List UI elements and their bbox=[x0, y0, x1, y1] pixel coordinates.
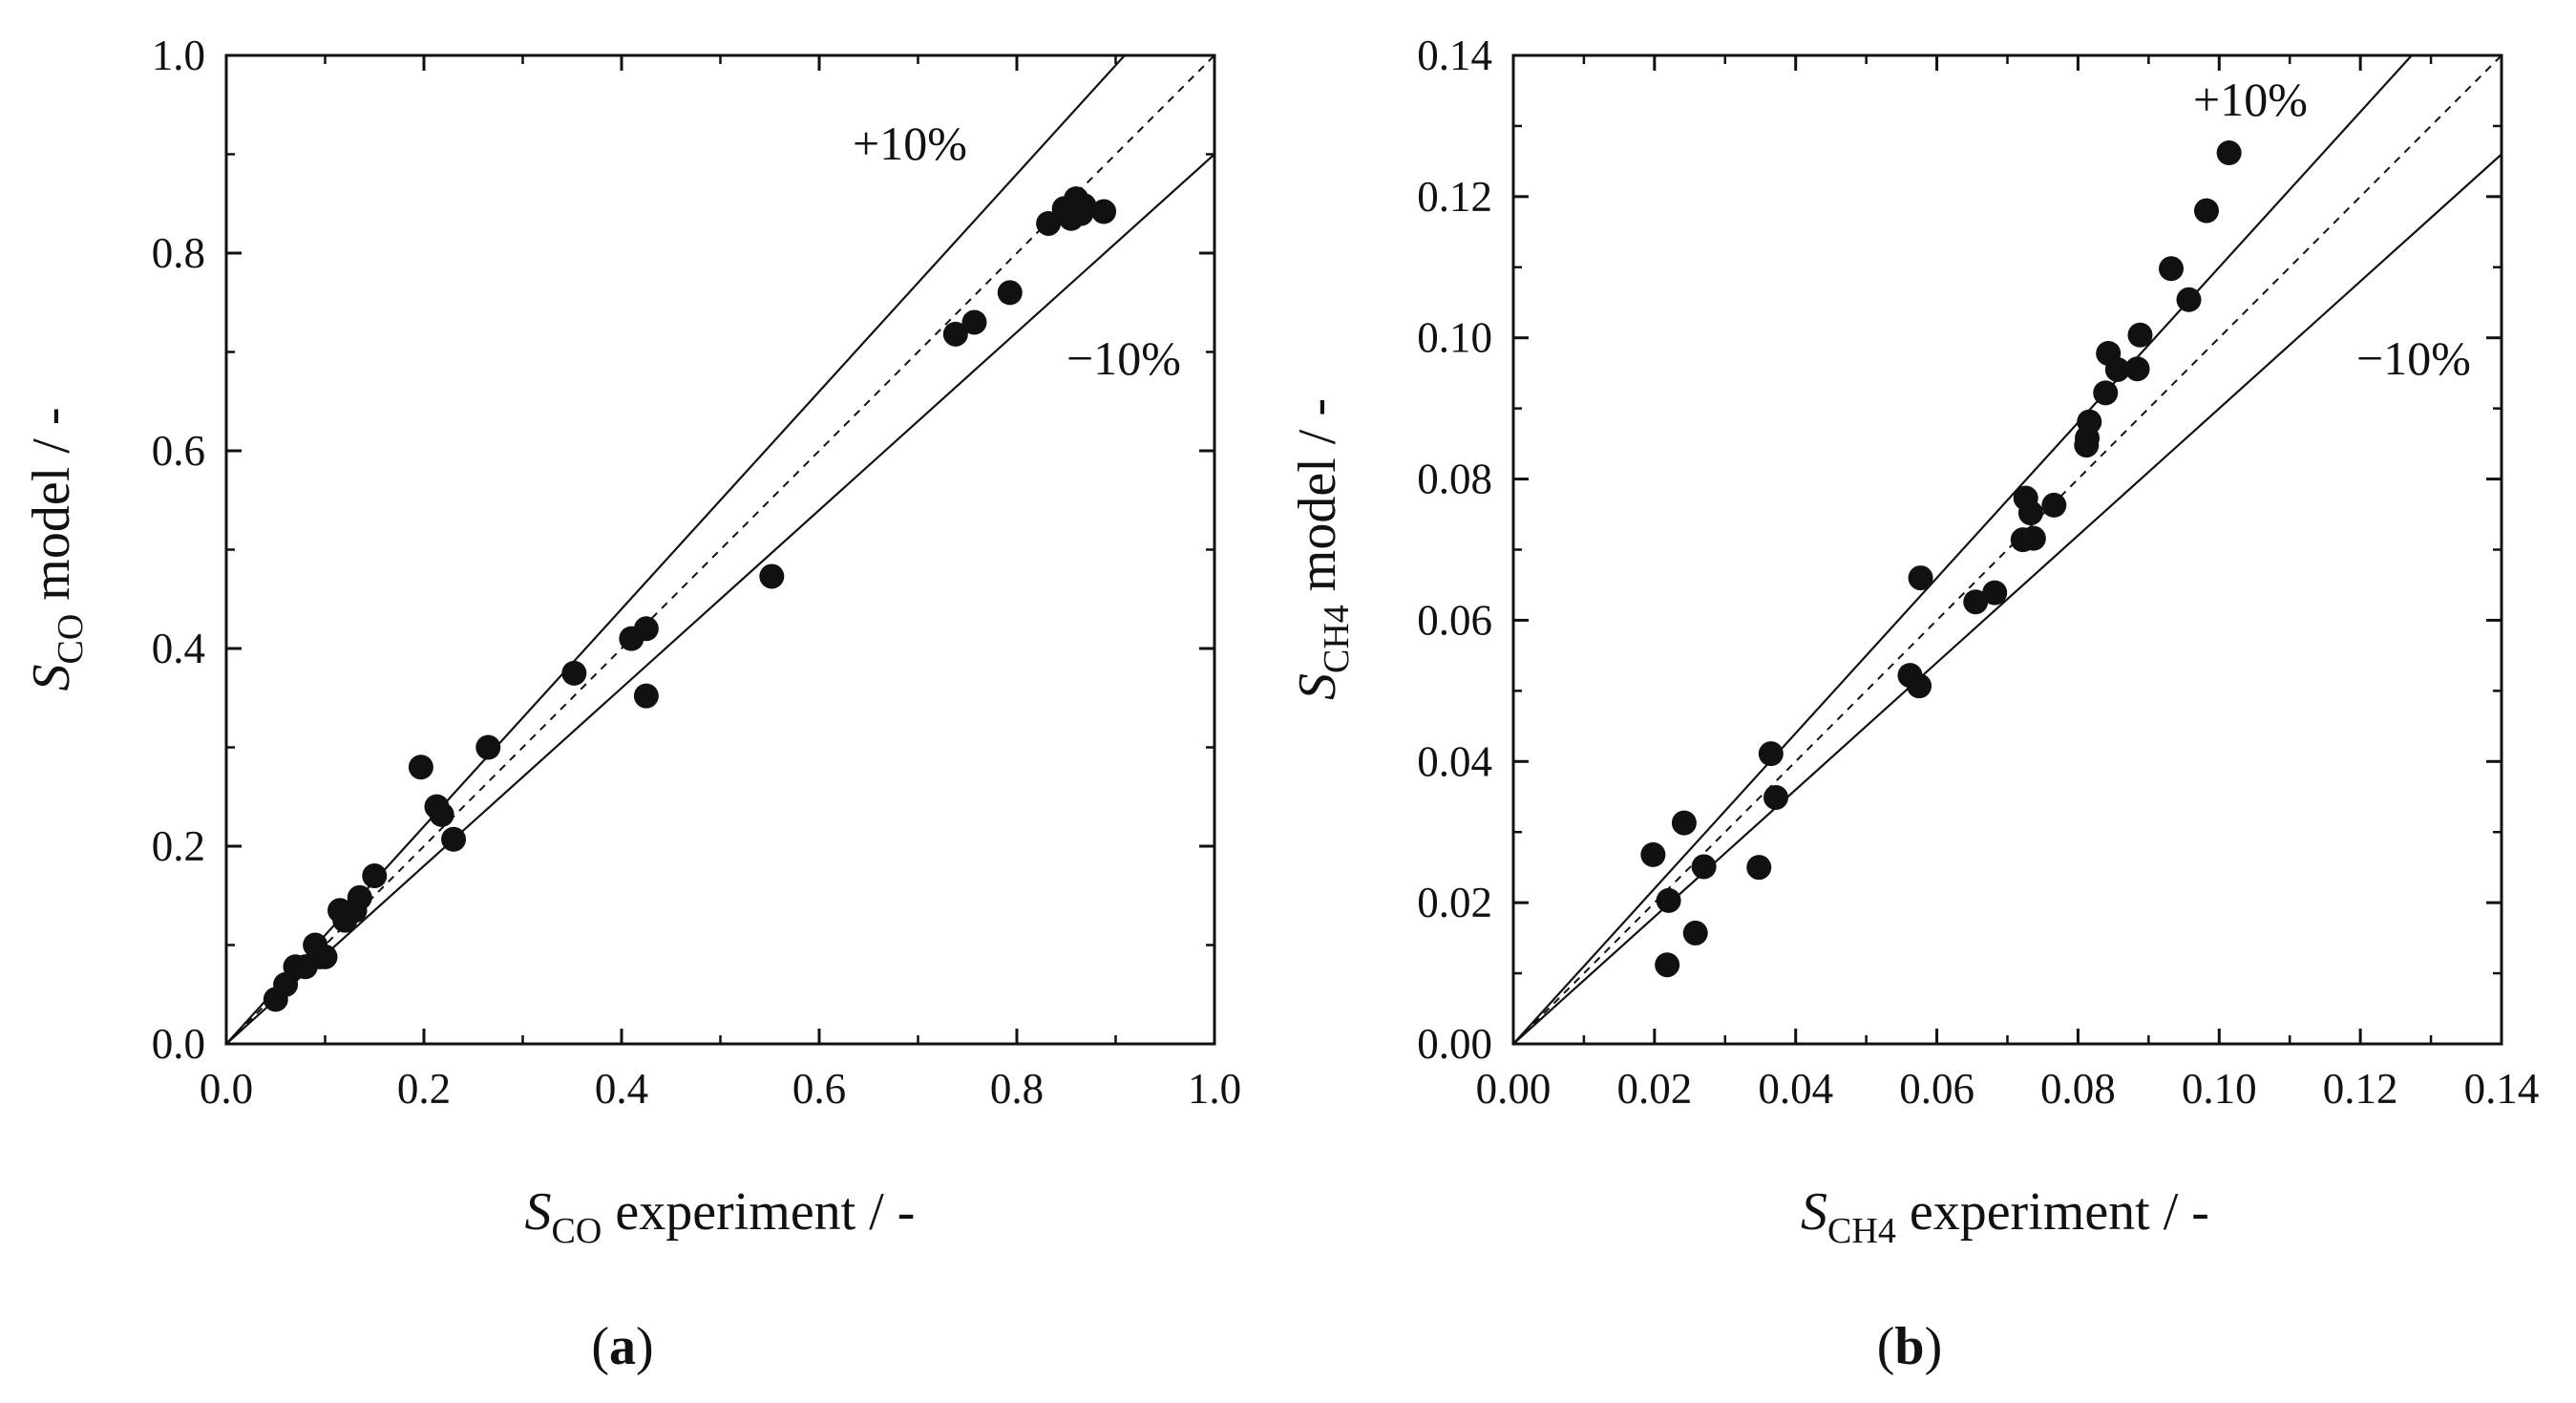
panel-b-label: (b) bbox=[1877, 1317, 1942, 1376]
panel-b-data-point bbox=[1763, 784, 1789, 810]
panel-a-data-point bbox=[997, 280, 1023, 306]
panel-b-data-point bbox=[1982, 580, 2008, 606]
panel-a-y-axis-title: SCO model / - bbox=[22, 408, 91, 691]
panel-a-data-point bbox=[1036, 210, 1062, 236]
panel-b-data-point bbox=[2176, 287, 2202, 312]
panel-b-band-label-plus: +10% bbox=[2193, 73, 2308, 126]
panel-a-y-tick-label: 0.2 bbox=[152, 822, 205, 870]
panel-a-label: (a) bbox=[591, 1317, 653, 1376]
panel-b-y-tick-label: 0.00 bbox=[1417, 1020, 1492, 1068]
panel-b-y-tick-label: 0.04 bbox=[1417, 737, 1492, 785]
panel-b-data-points bbox=[1640, 140, 2242, 978]
panel-a-data-point bbox=[1091, 199, 1117, 224]
panel-b-data-point bbox=[2093, 380, 2119, 406]
panel-b-x-tick-label: 0.12 bbox=[2323, 1065, 2398, 1113]
panel-b-data-point bbox=[2193, 198, 2219, 223]
panel-a-data-point bbox=[429, 801, 454, 827]
panel-b-x-tick-label: 0.02 bbox=[1616, 1065, 1692, 1113]
panel-b-tick-labels: 0.000.00 0.02 0.02 0.04 0.04 0.06 0.06 0.08 0.08… bbox=[1417, 32, 2539, 1113]
panel-a-y-tick-label: 0.8 bbox=[152, 229, 205, 277]
panel-b-data-point bbox=[1691, 854, 1717, 880]
panel-b-y-tick-label: 0.12 bbox=[1417, 173, 1492, 221]
panel-a-x-tick-label: 0.6 bbox=[792, 1065, 846, 1113]
panel-b-y-tick-label: 0.14 bbox=[1417, 32, 1492, 79]
panel-b-data-point bbox=[1655, 952, 1680, 978]
panel-a-tick-labels: 0.00.0 0.2 0.2 0.4 0.4 0.6 0.6 0.8 0.8 1.0 1.0 bbox=[152, 32, 1241, 1113]
panel-b-data-point bbox=[2124, 356, 2150, 382]
panel-b-y-tick-label: 0.08 bbox=[1417, 456, 1492, 503]
panel-a-x-tick-label: 0.4 bbox=[595, 1065, 648, 1113]
panel-a-x-tick-label: 0.8 bbox=[990, 1065, 1044, 1113]
panel-a-y-tick-label: 0.6 bbox=[152, 427, 205, 475]
panel-b-x-axis-title: SCH4 experiment / - bbox=[1801, 1182, 2209, 1251]
panel-a-data-point bbox=[633, 683, 659, 709]
panel-a-band-label-minus: −10% bbox=[1066, 331, 1181, 385]
panel-a-y-tick-label: 1.0 bbox=[152, 32, 205, 79]
panel-a-data-point bbox=[347, 884, 372, 910]
panel-a-x-tick-label: 1.0 bbox=[1188, 1065, 1241, 1113]
panel-b-data-point bbox=[2077, 409, 2102, 435]
panel-b: 0.000.00 0.02 0.02 0.04 0.04 0.06 0.06 0.08 0.08… bbox=[1288, 32, 2539, 1376]
panel-a-data-point bbox=[362, 863, 388, 889]
panel-a-data-point bbox=[759, 563, 785, 589]
panel-b-x-tick-label: 0.00 bbox=[1476, 1065, 1552, 1113]
panel-a-ticks bbox=[224, 53, 1216, 1046]
panel-b-y-tick-label: 0.02 bbox=[1417, 879, 1492, 926]
panel-b-band-label-minus: −10% bbox=[2356, 331, 2471, 385]
panel-a-data-point bbox=[961, 309, 987, 335]
panel-a-data-point bbox=[633, 616, 659, 642]
panel-b-line-parity bbox=[1512, 54, 2502, 1045]
panel-b-data-point bbox=[1656, 887, 1681, 913]
panel-b-data-point bbox=[2216, 140, 2242, 166]
panel-b-y-tick-label: 0.10 bbox=[1417, 314, 1492, 362]
panel-b-x-tick-label: 0.04 bbox=[1758, 1065, 1833, 1113]
panel-a-data-point bbox=[312, 944, 338, 969]
panel-a-data-point bbox=[942, 321, 968, 347]
panel-a-y-tick-label: 0.4 bbox=[152, 625, 205, 672]
panel-b-y-axis-title: SCH4 model / - bbox=[1288, 398, 1357, 700]
panel-b-data-point bbox=[2127, 322, 2153, 348]
panel-b-data-point bbox=[1963, 589, 1989, 615]
panel-b-x-tick-label: 0.14 bbox=[2464, 1065, 2540, 1113]
panel-b-data-point bbox=[2020, 525, 2046, 551]
panel-b-data-point bbox=[1682, 920, 1708, 946]
panel-a: 0.00.0 0.2 0.2 0.4 0.4 0.6 0.6 0.8 0.8 1.0 1.0 +10… bbox=[22, 32, 1241, 1376]
panel-b-data-point bbox=[1758, 741, 1784, 767]
panel-b-y-tick-label: 0.06 bbox=[1417, 596, 1492, 644]
panel-a-data-point bbox=[408, 755, 433, 780]
panel-a-data-points bbox=[263, 186, 1117, 1012]
panel-b-x-tick-label: 0.06 bbox=[1899, 1065, 1974, 1113]
panel-b-data-point bbox=[1907, 673, 1932, 699]
panel-b-data-point bbox=[2041, 492, 2067, 518]
panel-a-data-point bbox=[561, 660, 587, 686]
panel-a-data-point bbox=[441, 826, 467, 852]
panel-a-line-minus-10 bbox=[225, 153, 1215, 1045]
panel-b-x-tick-label: 0.08 bbox=[2040, 1065, 2116, 1113]
panel-a-band-label-plus: +10% bbox=[853, 117, 967, 170]
panel-a-x-axis-title: SCO experiment / - bbox=[525, 1182, 916, 1251]
panel-b-data-point bbox=[1640, 841, 1666, 867]
panel-b-x-tick-label: 0.10 bbox=[2182, 1065, 2257, 1113]
panel-a-data-point bbox=[475, 734, 501, 760]
panel-a-y-tick-label: 0.0 bbox=[152, 1020, 205, 1068]
panel-b-ticks bbox=[1511, 53, 2503, 1046]
panel-b-data-point bbox=[1908, 565, 1933, 591]
panel-b-data-point bbox=[1746, 855, 1772, 881]
panel-a-x-tick-label: 0.0 bbox=[200, 1065, 253, 1113]
panel-a-data-point bbox=[1071, 193, 1097, 219]
panel-b-data-point bbox=[2104, 356, 2130, 382]
panel-b-data-point bbox=[2159, 256, 2185, 282]
panel-b-line-plus-10 bbox=[1512, 54, 2413, 1045]
panel-b-data-point bbox=[1671, 810, 1697, 836]
panel-b-data-point bbox=[2017, 500, 2043, 526]
panel-a-x-tick-label: 0.2 bbox=[397, 1065, 451, 1113]
